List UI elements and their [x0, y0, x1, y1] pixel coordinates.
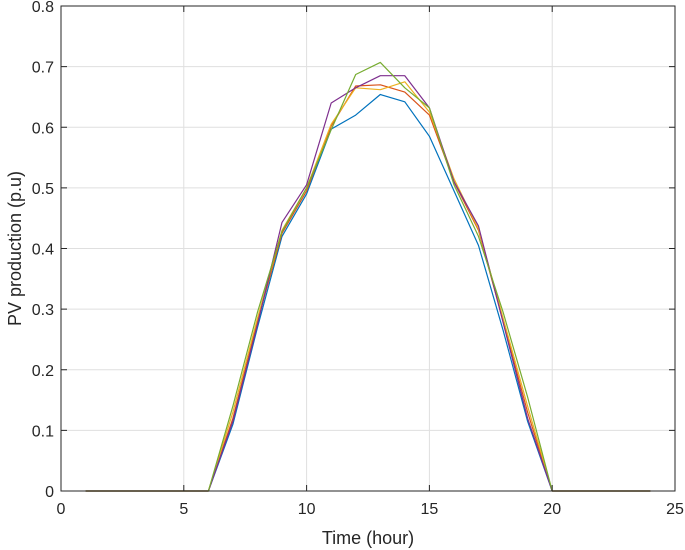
- y-tick-label: 0.4: [32, 242, 54, 259]
- series-line-4: [85, 75, 651, 492]
- y-axis-label: PV production (p.u): [5, 171, 25, 326]
- y-tick-label: 0.6: [32, 120, 54, 137]
- x-tick-label: 5: [179, 501, 188, 518]
- y-tick-label: 0.1: [32, 423, 54, 440]
- axis-ticks: [60, 5, 676, 492]
- series-line-5: [85, 61, 651, 492]
- series-line-1: [85, 93, 651, 492]
- y-tick-labels: 0 0.1 0.2 0.3 0.4 0.5 0.6 0.7 0.8: [32, 0, 54, 501]
- y-tick-label: 0.3: [32, 302, 54, 319]
- y-tick-label: 0.7: [32, 60, 54, 77]
- y-tick-label: 0: [45, 484, 54, 501]
- x-tick-label: 20: [543, 501, 561, 518]
- x-tick-labels: 0 5 10 15 20 25: [57, 501, 684, 518]
- series-line-3: [85, 81, 651, 492]
- x-tick-label: 15: [421, 501, 439, 518]
- x-tick-label: 10: [298, 501, 316, 518]
- y-tick-label: 0.5: [32, 181, 54, 198]
- x-tick-label: 25: [666, 501, 684, 518]
- data-series: [85, 61, 651, 492]
- y-tick-label: 0.2: [32, 363, 54, 380]
- grid-lines: [60, 5, 676, 492]
- y-tick-label: 0.8: [32, 0, 54, 16]
- x-tick-label: 0: [57, 501, 66, 518]
- x-axis-label: Time (hour): [322, 528, 414, 548]
